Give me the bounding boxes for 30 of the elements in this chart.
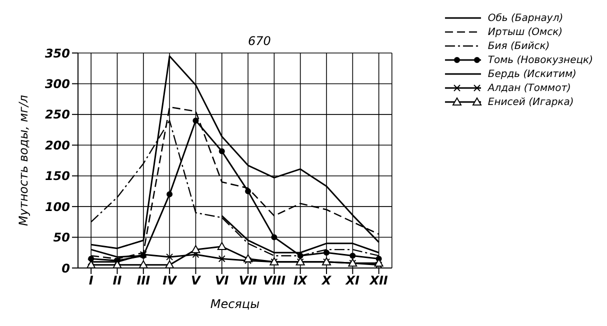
- y-tick-label: 350: [44, 46, 70, 60]
- y-tick-label: 50: [53, 230, 70, 245]
- x-tick-label: V: [191, 274, 202, 288]
- x-tick-label: VII: [238, 274, 258, 288]
- y-tick-label: 150: [44, 169, 70, 184]
- x-tick-label: VI: [214, 274, 230, 288]
- legend-label: Алдан (Томмот): [488, 82, 571, 94]
- x-tick-label: IX: [293, 274, 308, 288]
- y-axis-title: Мутность воды, мг/л: [16, 94, 30, 226]
- y-tick-label: 100: [44, 200, 70, 214]
- x-tick-label: XI: [344, 274, 360, 288]
- x-tick-label: X: [320, 274, 332, 288]
- legend-label: Иртыш (Омск): [488, 26, 563, 38]
- x-tick-label: XII: [368, 274, 388, 288]
- x-tick-label: II: [112, 274, 122, 288]
- x-axis-title: Месяцы: [210, 297, 260, 311]
- x-tick-label: III: [136, 274, 151, 288]
- legend-label: Томь (Новокузнецк): [488, 54, 593, 66]
- x-tick-label: I: [88, 274, 94, 288]
- y-tick-label: 250: [44, 108, 70, 122]
- legend-label: Бердь (Искитим): [488, 68, 576, 80]
- y-tick-label: 200: [44, 138, 70, 152]
- y-tick-label: 300: [44, 76, 70, 91]
- text: 670: [248, 34, 271, 48]
- x-tick-label: IV: [162, 274, 178, 288]
- legend-label: Бия (Бийск): [488, 40, 550, 52]
- legend-label: Енисей (Игарка): [488, 96, 574, 108]
- y-tick-label: 0: [62, 261, 70, 276]
- x-tick-label: VIII: [262, 274, 286, 288]
- legend-label: Обь (Барнаул): [488, 12, 564, 24]
